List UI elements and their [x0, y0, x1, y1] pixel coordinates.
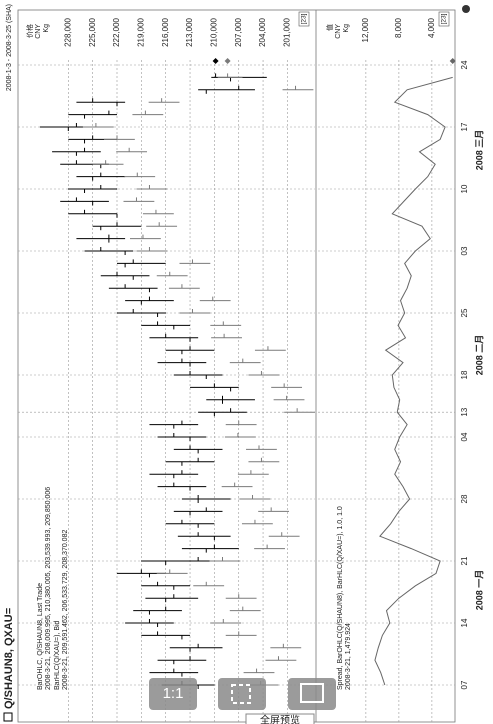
y-tick-label: 204,000 — [258, 17, 267, 46]
fullscreen-icon — [300, 683, 324, 703]
y-tick-label: 210,000 — [209, 17, 218, 46]
y-tick-label: 225,000 — [88, 17, 97, 46]
spread-line — [374, 76, 453, 686]
x-tick-label: 24 — [460, 60, 469, 69]
tooltip: 全屏预览 — [260, 714, 300, 724]
legend-name: Spread, BarOHLC(Q/SHAUN8), BarHLC(Q/XAU=… — [337, 506, 344, 690]
legend-readout: 2008-3-21, 1,479.924 — [345, 623, 352, 690]
month-label: 2008 一月 — [474, 570, 484, 611]
crop-icon — [231, 684, 251, 704]
x-tick-label: 03 — [460, 246, 469, 255]
x-tick-label: 17 — [460, 122, 469, 131]
zoom-1-1-button[interactable] — [149, 678, 197, 710]
last-value-marker — [212, 58, 219, 64]
last-value-marker — [449, 58, 456, 64]
window-icon — [3, 712, 13, 722]
date-range: 2008-1-3 - 2008-3-25 (SHA) — [6, 4, 13, 91]
axis-header: 值 — [325, 24, 334, 31]
axis-header: 价格 — [25, 24, 34, 38]
legend-name: BarHLC(Q/XAU=), Bid — [54, 620, 61, 690]
x-tick-label: 04 — [460, 432, 469, 441]
badge-box — [438, 11, 450, 27]
axis-header: CNY — [35, 24, 42, 39]
tooltip-box — [245, 713, 315, 724]
x-tick-label: 21 — [460, 556, 469, 565]
month-label: 2008 二月 — [474, 335, 484, 376]
x-tick-label: 10 — [460, 184, 469, 193]
x-tick-label: 28 — [460, 494, 469, 503]
legend-readout: 2008-3-21, 209,591.462, 206,533.729, 208… — [62, 530, 69, 690]
y-tick-label: 216,000 — [161, 17, 170, 46]
y-tick-label: 12,000 — [361, 17, 370, 42]
last-value-marker — [224, 58, 231, 64]
y-tick-label: 201,000 — [283, 17, 292, 46]
crop-button[interactable] — [218, 678, 266, 710]
x-tick-label: 18 — [460, 370, 469, 379]
x-tick-label: 25 — [460, 308, 469, 317]
button-label: 1:1 — [163, 685, 184, 702]
y-tick-label: 222,000 — [112, 17, 121, 46]
legend-readout: 2008-3-21, 208,009.995, 210,380.005, 203… — [45, 487, 52, 690]
month-label: 2008 三月 — [474, 130, 484, 171]
y-tick-label: 219,000 — [136, 17, 145, 46]
axis-header: Kg — [43, 24, 50, 33]
x-tick-label: 13 — [460, 407, 469, 416]
fullscreen-button[interactable] — [288, 678, 336, 710]
y-tick-label: 213,000 — [185, 17, 194, 46]
y-tick-label: 207,000 — [234, 17, 243, 46]
x-tick-label: 07 — [460, 680, 469, 689]
axis-header: Kg — [343, 24, 350, 33]
x-tick-label: 14 — [460, 618, 469, 627]
y-tick-label: 228,000 — [63, 17, 72, 46]
title: Q/SHAUN8, QXAU= — [3, 608, 15, 709]
window-dot — [462, 5, 470, 13]
badge: [23] — [441, 13, 448, 24]
axis-header: CNY — [335, 24, 342, 39]
legend-name: BarOHLC, Q/SHAUN8, Last Trade — [37, 583, 44, 690]
y-tick-label: 8,000 — [394, 17, 403, 38]
badge-box — [298, 11, 310, 27]
badge: [23] — [301, 13, 308, 24]
plot-frame — [17, 9, 456, 723]
y-tick-label: 4,000 — [427, 17, 436, 38]
